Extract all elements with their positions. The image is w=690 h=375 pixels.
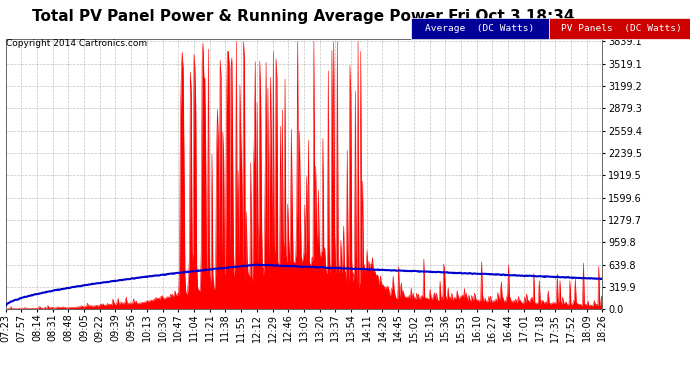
Text: PV Panels  (DC Watts): PV Panels (DC Watts) xyxy=(560,24,681,33)
Text: Total PV Panel Power & Running Average Power Fri Oct 3 18:34: Total PV Panel Power & Running Average P… xyxy=(32,9,575,24)
Text: Copyright 2014 Cartronics.com: Copyright 2014 Cartronics.com xyxy=(6,39,147,48)
Text: Average  (DC Watts): Average (DC Watts) xyxy=(425,24,534,33)
